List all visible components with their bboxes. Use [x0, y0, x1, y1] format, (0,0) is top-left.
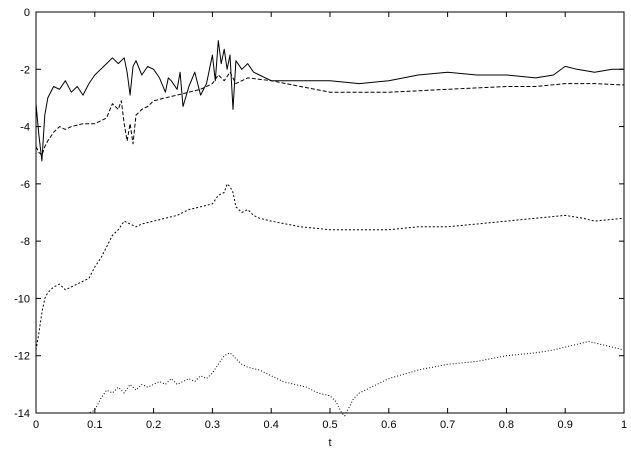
tick-labels: 0 0.1 0.2 0.3 0.4 0.5 0.6 0.7 0.8 0.9 1 0 -2 -4 -6 -8 -1… [14, 7, 627, 431]
axis-ticks [35, 11, 625, 414]
x-tick-label: 0.1 [87, 419, 102, 431]
series-layer [35, 40, 625, 417]
series-line-3-dotted [35, 183, 625, 351]
y-tick-label: -12 [14, 351, 30, 363]
x-tick-label: 0.2 [146, 419, 161, 431]
x-axis-label: t [328, 437, 331, 449]
plot-frame [35, 11, 625, 414]
x-tick-label: 0.9 [558, 419, 573, 431]
series-line-2-dashed [35, 71, 625, 156]
x-tick-label: 0.5 [322, 419, 337, 431]
x-tick-label: 1 [621, 419, 627, 431]
x-tick-label: 0 [33, 419, 39, 431]
y-tick-label: -10 [14, 293, 30, 305]
y-tick-label: -2 [20, 64, 30, 76]
y-tick-label: -8 [20, 236, 30, 248]
y-tick-label: -6 [20, 179, 30, 191]
y-tick-label: 0 [24, 7, 30, 19]
x-tick-label: 0.7 [440, 419, 455, 431]
x-tick-label: 0.4 [264, 419, 279, 431]
y-tick-label: -4 [20, 122, 30, 134]
series-line-1-solid [35, 40, 624, 162]
x-tick-label: 0.8 [499, 419, 514, 431]
x-tick-label: 0.3 [205, 419, 220, 431]
series-line-4-dotted-fine [36, 340, 625, 417]
x-tick-label: 0.6 [381, 419, 396, 431]
y-tick-label: -14 [14, 408, 30, 420]
